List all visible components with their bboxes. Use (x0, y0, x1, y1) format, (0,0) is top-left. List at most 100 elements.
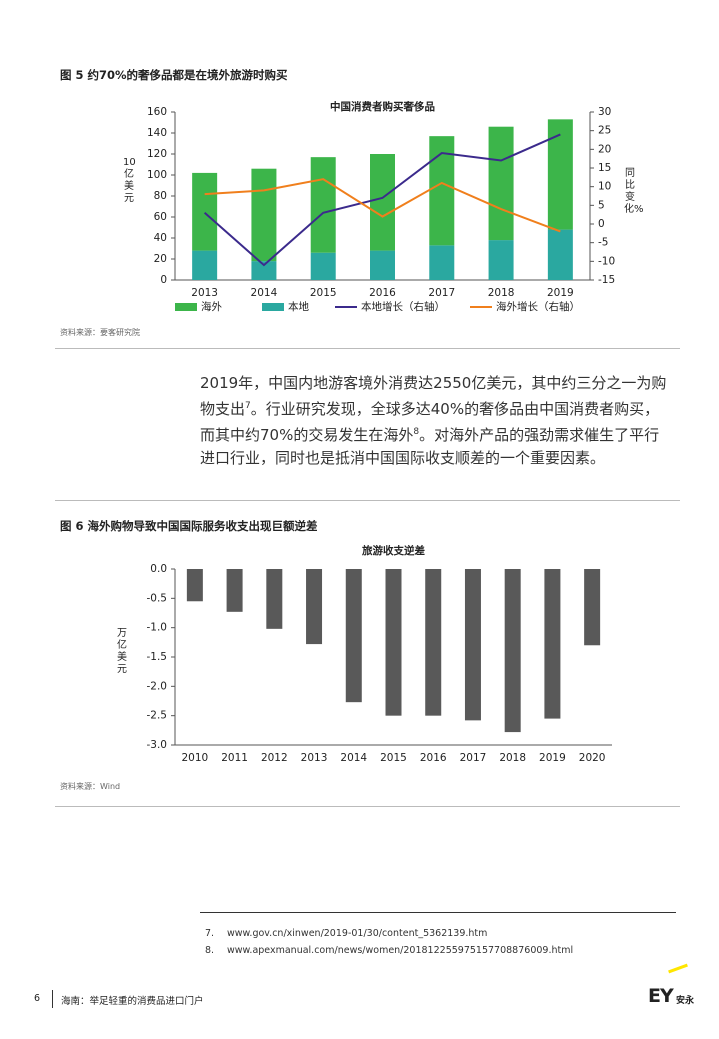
bar (504, 569, 521, 733)
y-tick-label: 60 (154, 211, 167, 223)
x-tick-label: 2018 (488, 287, 515, 299)
y-tick-label: 120 (147, 148, 167, 160)
footer-title: 海南：举足轻重的消费品进口门户 (61, 996, 204, 1007)
bar-segment (547, 229, 573, 280)
y-tick-label: -2.0 (147, 680, 168, 692)
footnote-number: 7. (205, 928, 215, 939)
y-tick-label: 160 (147, 106, 167, 118)
x-tick-label: 2014 (251, 287, 278, 299)
bar (385, 569, 402, 716)
footnote-ref: 8 (413, 427, 420, 437)
x-tick-label: 2015 (380, 752, 407, 764)
x-tick-label: 2019 (539, 752, 566, 764)
bar-segment (370, 154, 395, 251)
footnote-text: www.gov.cn/xinwen/2019-01/30/content_536… (227, 928, 488, 939)
legend-label: 本地 (288, 300, 309, 313)
footnote-ref: 7 (245, 401, 251, 411)
legend-swatch (175, 303, 197, 311)
bar-segment (547, 119, 573, 230)
footer-divider (52, 990, 53, 1008)
bar (266, 569, 283, 629)
y-tick-label: 0 (160, 274, 167, 286)
bar-segment (192, 250, 218, 280)
bar-segment (488, 126, 514, 241)
chart-title: 中国消费者购买奢侈品 (330, 100, 435, 113)
bar-segment (429, 245, 455, 280)
bar (226, 569, 243, 612)
y-tick-label: 140 (147, 127, 167, 139)
line-series (203, 133, 561, 267)
y-tick-label: -2.5 (147, 710, 168, 722)
y-tick-label: -0.5 (147, 592, 168, 604)
legend-label: 本地增长（右轴） (361, 300, 445, 313)
y-tick-label: 80 (154, 190, 167, 202)
footnote-rule (200, 912, 676, 913)
bar (345, 569, 362, 703)
chart-title: 旅游收支逆差 (362, 544, 425, 557)
bar (544, 569, 561, 719)
divider (55, 500, 680, 501)
x-tick-label: 2011 (221, 752, 248, 764)
divider (55, 806, 680, 807)
x-tick-label: 2020 (579, 752, 606, 764)
figure-caption: 图 6 海外购物导致中国国际服务收支出现巨额逆差 (60, 519, 318, 533)
line-series (204, 178, 561, 233)
y2-tick-label: 5 (598, 199, 605, 211)
bar (425, 569, 442, 716)
y-tick-label: 40 (154, 232, 167, 244)
text: 。行业研究发现，全球多达40%的奢侈品由中国消费者购买，而其中约70%的交易发生… (200, 400, 660, 444)
paragraph: 2019年，中国内地游客境外消费达2550亿美元，其中约三分之一为购物支出7。行… (200, 372, 672, 470)
x-tick-label: 2010 (181, 752, 208, 764)
bar-segment (488, 240, 514, 280)
y2-tick-label: 20 (598, 143, 611, 155)
legend-label: 海外增长（右轴） (496, 300, 580, 313)
bar-segment (251, 168, 277, 262)
x-tick-label: 2016 (420, 752, 447, 764)
footnote-number: 8. (205, 945, 215, 956)
y2-tick-label: 30 (598, 106, 611, 118)
x-tick-label: 2013 (301, 752, 328, 764)
y-axis-title: 10亿美元 (123, 157, 136, 204)
bar (464, 569, 481, 721)
y-tick-label: 20 (154, 253, 167, 265)
y2-tick-label: -10 (598, 255, 615, 267)
page-number: 6 (34, 993, 41, 1004)
x-tick-label: 2019 (547, 287, 574, 299)
logo: EY (648, 985, 674, 1007)
y2-tick-label: -15 (598, 274, 615, 286)
x-tick-label: 2013 (191, 287, 218, 299)
source: 资料来源：要客研究院 (60, 328, 140, 337)
footnote: 7. www.gov.cn/xinwen/2019-01/30/content_5… (205, 925, 573, 942)
x-tick-label: 2017 (428, 287, 455, 299)
y-tick-label: -3.0 (147, 739, 168, 751)
footnote-text: www.apexmanual.com/news/women/2018122559… (227, 945, 574, 956)
x-tick-label: 2015 (310, 287, 337, 299)
x-tick-label: 2014 (340, 752, 367, 764)
x-tick-label: 2017 (460, 752, 487, 764)
y-axis-title: 万亿美元 (117, 628, 127, 675)
figure-caption: 图 5 约70%的奢侈品都是在境外旅游时购买 (60, 68, 288, 82)
bar-segment (251, 261, 277, 280)
y2-tick-label: 0 (598, 218, 605, 230)
y-tick-label: 100 (147, 169, 167, 181)
y-tick-label: -1.0 (147, 622, 168, 634)
legend-label: 海外 (201, 300, 222, 313)
x-tick-label: 2016 (369, 287, 396, 299)
text: 。对海外产品的强劲需求催生了平行进口行业，同时也是抵消中国国际收支顺差的一个重要… (200, 426, 660, 467)
y2-axis-title: 同比变化% (624, 168, 644, 215)
y2-tick-label: 10 (598, 181, 611, 193)
bar-segment (310, 157, 336, 253)
y-tick-label: 0.0 (150, 563, 167, 575)
text: 2019年，中国内地游客境外消费达2550亿美元，其中约三分之一为购物支出 (200, 374, 667, 418)
bar-segment (310, 252, 336, 280)
x-tick-label: 2018 (499, 752, 526, 764)
divider (55, 348, 680, 349)
bar (306, 569, 323, 645)
y2-tick-label: -5 (598, 237, 608, 249)
bar (584, 569, 601, 646)
x-tick-label: 2012 (261, 752, 288, 764)
y2-tick-label: 25 (598, 125, 611, 137)
logo-sub: 安永 (676, 996, 695, 1006)
